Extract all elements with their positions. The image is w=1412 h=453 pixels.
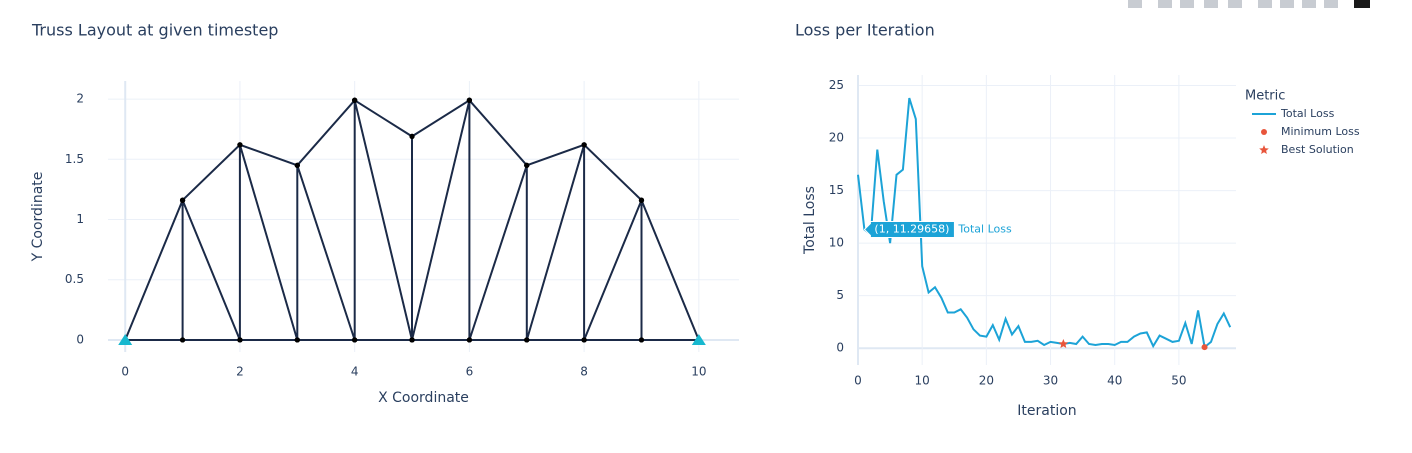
- truss-node: [581, 142, 587, 148]
- y-tick-label: 15: [829, 183, 844, 197]
- truss-node: [352, 97, 358, 103]
- x-tick-label: 30: [1043, 374, 1058, 388]
- toolbar-button[interactable]: [1280, 0, 1294, 8]
- x-tick-label: 10: [691, 365, 706, 379]
- truss-node: [524, 162, 530, 168]
- x-tick-label: 10: [915, 374, 930, 388]
- truss-node: [638, 337, 645, 343]
- toolbar-button[interactable]: [1158, 0, 1172, 8]
- toolbar-button[interactable]: [1228, 0, 1242, 8]
- x-tick-label: 40: [1107, 374, 1122, 388]
- y-tick-label: 2: [76, 92, 84, 106]
- x-axis-title: Iteration: [1017, 403, 1076, 419]
- legend-dot: [1261, 129, 1267, 135]
- toolbar: [1128, 0, 1370, 8]
- x-tick-label: 4: [351, 365, 359, 379]
- y-tick-label: 1.5: [65, 152, 84, 166]
- toolbar-button[interactable]: [1128, 0, 1142, 8]
- x-tick-label: 0: [854, 374, 862, 388]
- legend-star: [1259, 145, 1269, 154]
- truss-node: [237, 337, 243, 343]
- x-tick-label: 50: [1171, 374, 1186, 388]
- truss-node: [237, 142, 243, 148]
- loss-line: [857, 97, 1232, 349]
- hover-label: (1, 11.29658): [874, 222, 949, 235]
- plotly-logo[interactable]: [1354, 0, 1370, 8]
- truss-node: [179, 197, 186, 203]
- truss-node: [179, 337, 186, 343]
- hover-name: Total Loss: [957, 222, 1012, 235]
- x-tick-label: 2: [236, 365, 244, 379]
- truss-node: [294, 162, 300, 168]
- toolbar-button[interactable]: [1258, 0, 1272, 8]
- y-tick-label: 20: [829, 131, 844, 145]
- legend-label: Minimum Loss: [1281, 125, 1360, 138]
- y-tick-label: 0: [836, 341, 844, 355]
- support: [118, 333, 133, 345]
- truss-node: [466, 337, 472, 343]
- y-axis-title: Y Coordinate: [30, 172, 46, 263]
- toolbar-button[interactable]: [1324, 0, 1338, 8]
- hover-tooltip: (1, 11.29658) Total Loss: [863, 220, 1012, 238]
- truss-node: [466, 97, 472, 103]
- truss-node: [294, 337, 300, 343]
- chart-title: Loss per Iteration: [795, 21, 935, 40]
- y-tick-label: 25: [829, 78, 844, 92]
- y-tick-label: 5: [836, 288, 844, 302]
- truss-node: [638, 197, 645, 203]
- truss-node: [524, 337, 530, 343]
- toolbar-button[interactable]: [1204, 0, 1218, 8]
- truss-node: [581, 337, 587, 343]
- y-axis-title: Total Loss: [802, 186, 818, 255]
- legend-title: Metric: [1245, 89, 1285, 104]
- x-axis-title: X Coordinate: [378, 390, 469, 406]
- truss-node: [409, 337, 415, 343]
- toolbar-button[interactable]: [1302, 0, 1316, 8]
- min-marker: [1201, 344, 1208, 351]
- y-tick-label: 0: [76, 332, 84, 346]
- x-tick-label: 8: [580, 365, 588, 379]
- y-tick-label: 1: [76, 212, 84, 226]
- legend-label: Total Loss: [1280, 107, 1335, 120]
- x-tick-label: 20: [979, 374, 994, 388]
- truss-node: [352, 337, 358, 343]
- x-tick-label: 0: [121, 365, 129, 379]
- hover-box: [863, 220, 955, 238]
- x-tick-label: 6: [466, 365, 474, 379]
- y-tick-label: 10: [829, 236, 844, 250]
- best-marker: [1058, 339, 1069, 348]
- chart-title: Truss Layout at given timestep: [31, 21, 278, 40]
- truss-node: [409, 133, 415, 140]
- legend-label: Best Solution: [1281, 143, 1354, 156]
- toolbar-button[interactable]: [1180, 0, 1194, 8]
- y-tick-label: 0.5: [65, 272, 84, 286]
- support: [691, 333, 706, 345]
